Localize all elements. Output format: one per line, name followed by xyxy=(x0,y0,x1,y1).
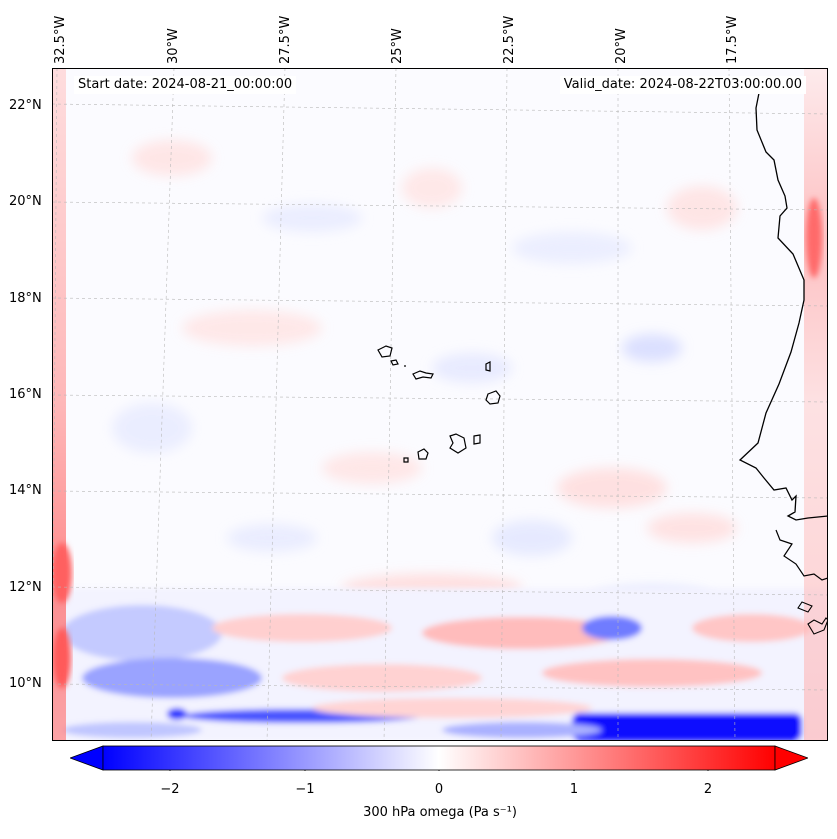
colorbar-gradient xyxy=(102,745,776,771)
colorbar-ticks xyxy=(169,770,709,771)
lon-label-32-5w: 32.5°W xyxy=(53,15,68,64)
map-panel: Start date: 2024-08-21_00:00:00 Valid_da… xyxy=(51,67,829,742)
colorbar xyxy=(70,745,808,771)
southern-band xyxy=(52,588,828,741)
colorbar-tick-1: 1 xyxy=(569,782,579,797)
lon-label-17-5w: 17.5°W xyxy=(725,15,740,64)
colorbar-tick-neg1: −1 xyxy=(295,782,315,797)
right-edge-band xyxy=(804,68,828,741)
omega-field-map xyxy=(51,67,829,742)
colorbar-tick-neg2: −2 xyxy=(160,782,180,797)
lon-label-22-5w: 22.5°W xyxy=(502,15,517,64)
colorbar-label: 300 hPa omega (Pa s⁻¹) xyxy=(363,805,517,820)
lat-label-18n: 18°N xyxy=(9,291,42,306)
cape-verde-islands xyxy=(377,345,501,463)
gambia-guinea-coast xyxy=(775,529,829,581)
colorbar-extend-high xyxy=(774,745,808,771)
colorbar-extend-low xyxy=(70,745,104,771)
map-border xyxy=(52,68,828,741)
lon-label-25w: 25°W xyxy=(390,28,405,64)
west-africa-coastline xyxy=(738,87,829,521)
lat-label-20n: 20°N xyxy=(9,194,42,209)
lat-label-22n: 22°N xyxy=(9,98,42,113)
colorbar-tick-2: 2 xyxy=(703,782,713,797)
valid-date-label: Valid_date: 2024-08-22T03:00:00.00 xyxy=(559,76,806,94)
lon-label-20w: 20°W xyxy=(614,28,629,64)
lon-label-30w: 30°W xyxy=(166,28,181,64)
start-date-label: Start date: 2024-08-21_00:00:00 xyxy=(74,76,297,94)
lat-label-14n: 14°N xyxy=(9,483,42,498)
lat-label-10n: 10°N xyxy=(9,676,42,691)
lat-label-16n: 16°N xyxy=(9,387,42,402)
lat-label-12n: 12°N xyxy=(9,580,42,595)
colorbar-tick-0: 0 xyxy=(434,782,444,797)
lon-label-27-5w: 27.5°W xyxy=(278,15,293,64)
